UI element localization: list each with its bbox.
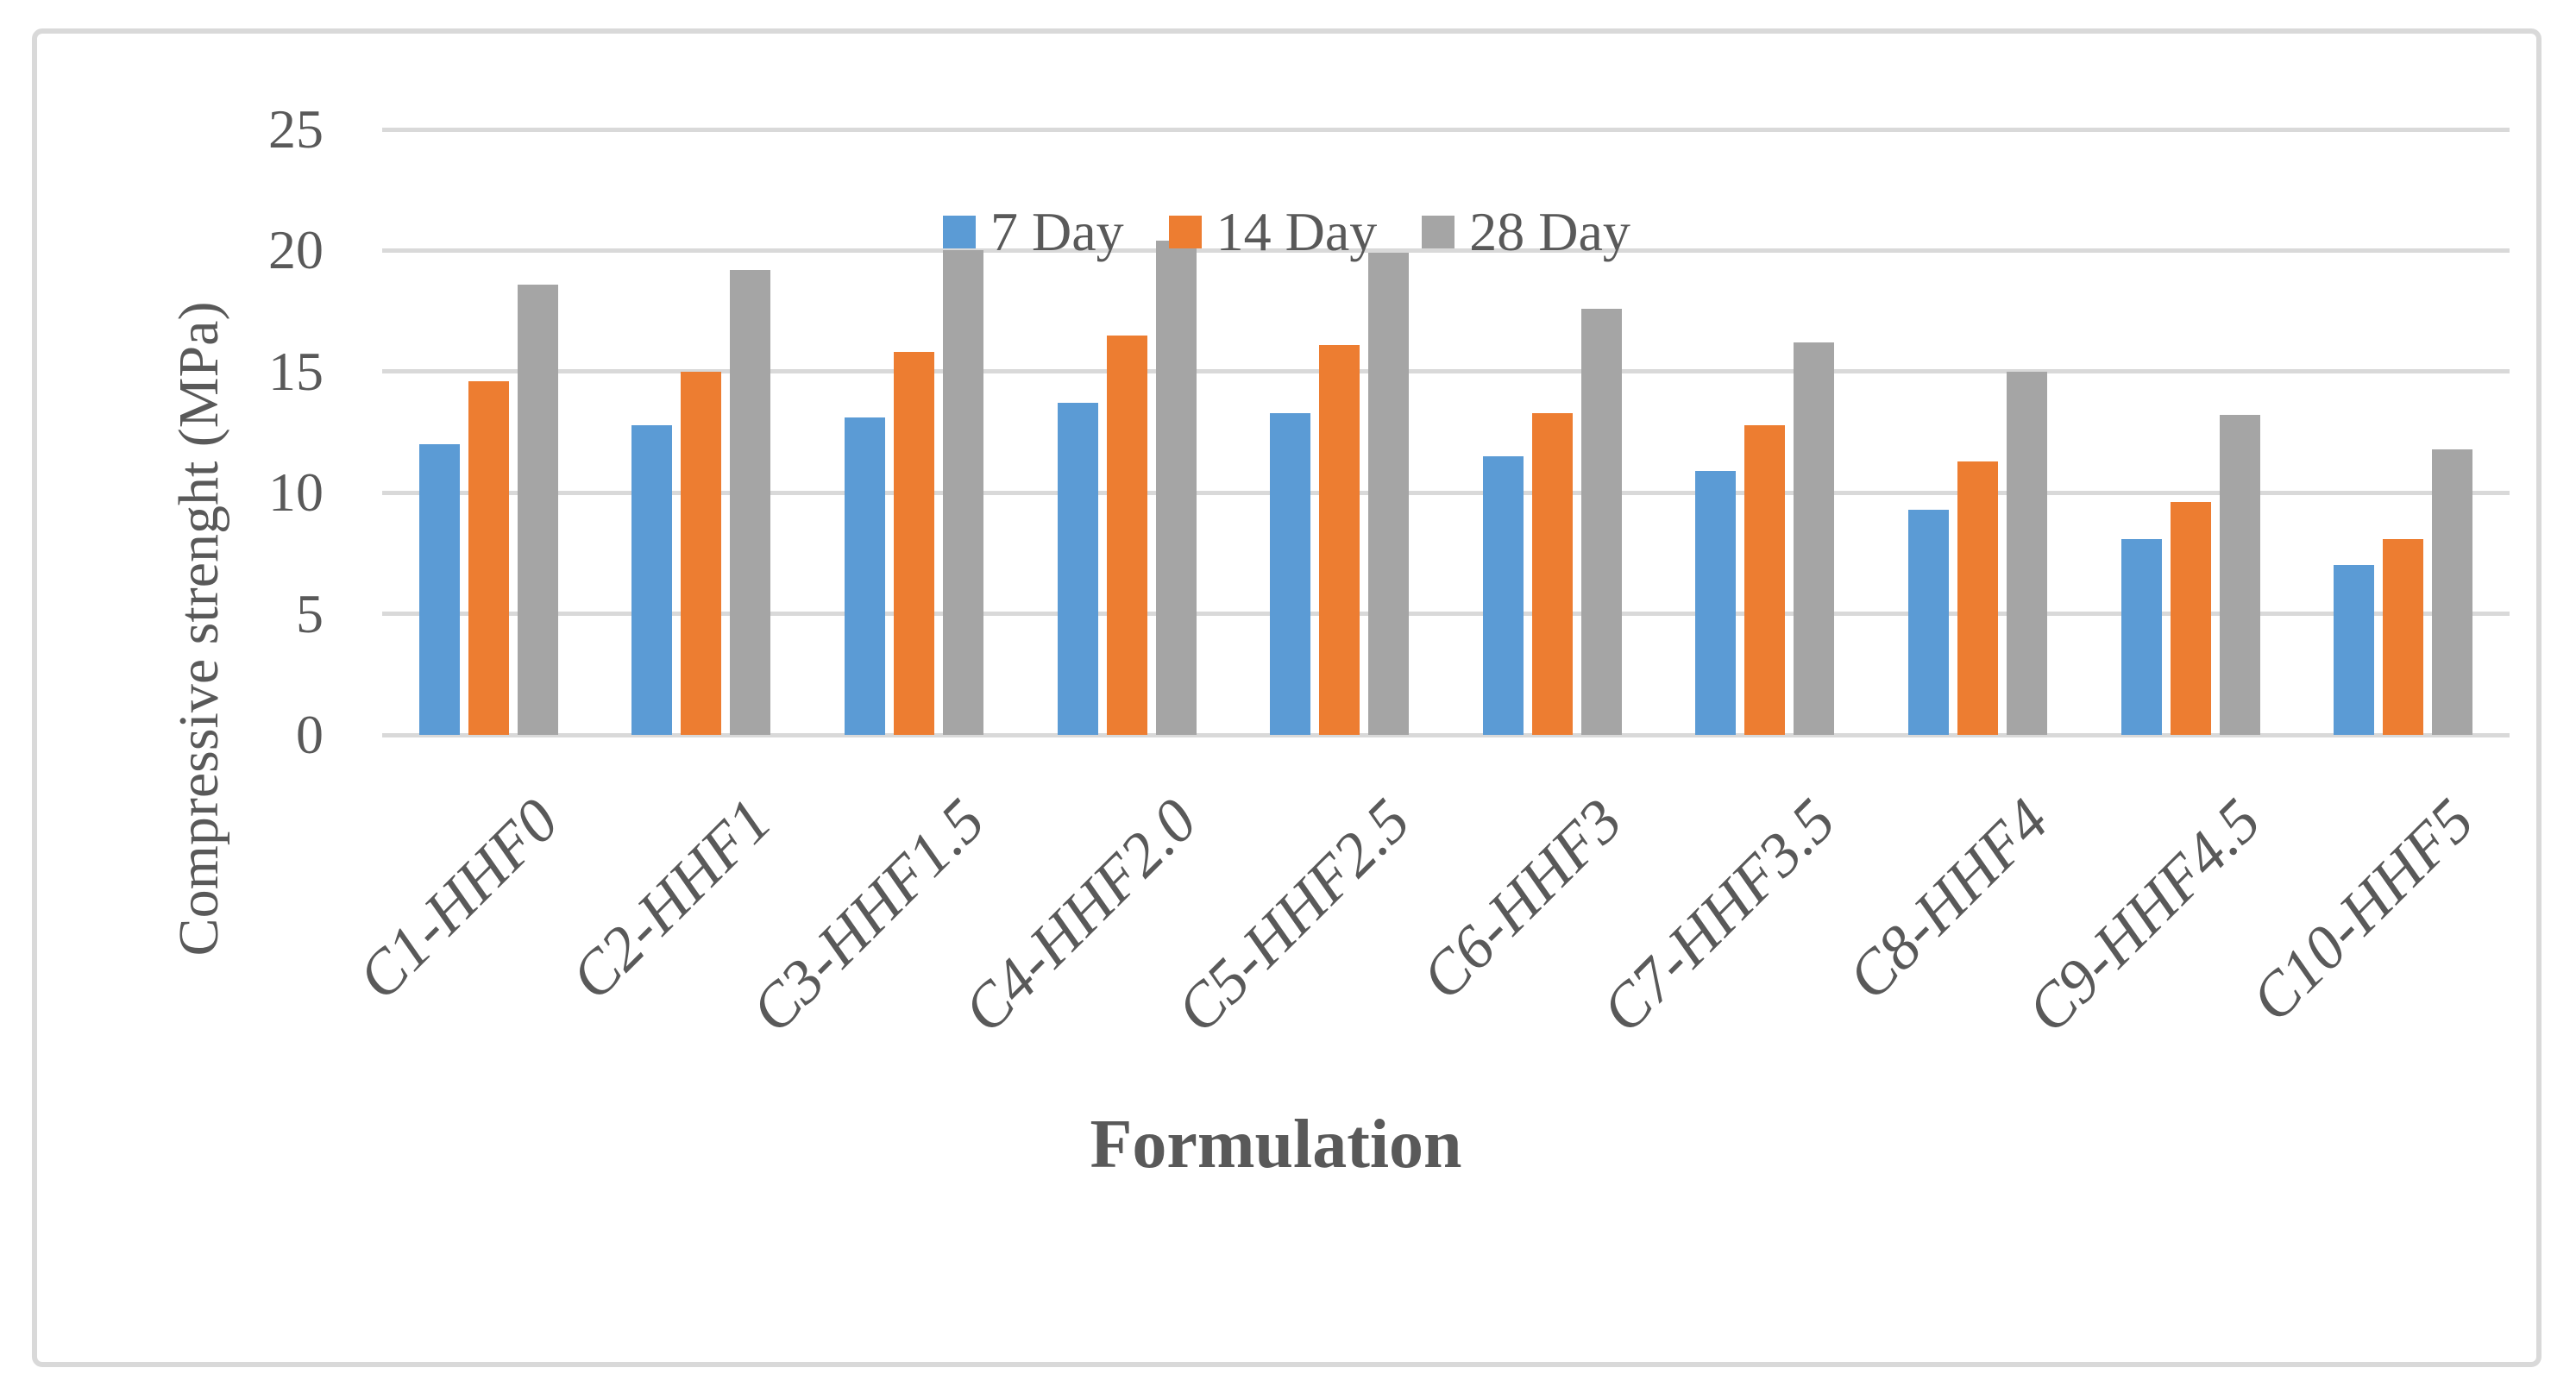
bar-7-day-c1-hhf0: [418, 444, 460, 735]
y-tick-label-15: 15: [268, 340, 324, 402]
chart-frame: Compressive strenght (MPa) Formulation 7…: [32, 28, 2541, 1367]
legend-item-7-day: 7 Day: [943, 204, 1124, 260]
bar-28-day-c9-hhf4-5: [2219, 415, 2260, 735]
legend-swatch-14-day: [1168, 216, 1202, 248]
bar-14-day-c1-hhf0: [468, 381, 509, 735]
gridline-25: [382, 127, 2510, 132]
bar-7-day-c6-hhf3: [1482, 456, 1524, 735]
x-axis-title: Formulation: [1090, 1107, 1462, 1183]
bar-28-day-c2-hhf1: [730, 269, 771, 735]
bar-28-day-c1-hhf0: [517, 284, 558, 735]
x-tick-label-c6-hhf3: C6-HHF3: [1408, 785, 1636, 1013]
bar-7-day-c8-hhf4: [1908, 509, 1949, 735]
legend-item-28-day: 28 Day: [1422, 204, 1630, 260]
y-tick-label-0: 0: [296, 704, 324, 765]
legend-swatch-28-day: [1422, 216, 1455, 248]
y-tick-label-10: 10: [268, 461, 324, 524]
bar-28-day-c4-hhf2-0: [1155, 241, 1197, 735]
bar-7-day-c3-hhf1-5: [845, 417, 885, 735]
x-tick-label-c9-hhf4-5: C9-HHF4.5: [2014, 785, 2274, 1046]
bar-14-day-c2-hhf1: [681, 371, 722, 735]
bar-7-day-c10-hhf5: [2334, 565, 2375, 735]
legend-swatch-7-day: [943, 216, 976, 248]
bar-14-day-c6-hhf3: [1531, 412, 1573, 735]
gridline-5: [382, 612, 2510, 617]
bar-14-day-c9-hhf4-5: [2170, 502, 2211, 735]
bar-28-day-c6-hhf3: [1580, 308, 1622, 735]
bar-28-day-c10-hhf5: [2432, 449, 2473, 735]
x-tick-label-c3-hhf1-5: C3-HHF1.5: [737, 785, 997, 1046]
legend-label-28-day: 28 Day: [1469, 201, 1630, 262]
bar-14-day-c4-hhf2-0: [1106, 335, 1147, 735]
bar-7-day-c5-hhf2-5: [1270, 412, 1311, 735]
bar-14-day-c10-hhf5: [2383, 538, 2424, 735]
legend: 7 Day 14 Day 28 Day: [943, 204, 1630, 260]
bar-28-day-c5-hhf2-5: [1368, 253, 1410, 735]
bar-7-day-c4-hhf2-0: [1057, 403, 1098, 735]
bar-28-day-c3-hhf1-5: [943, 250, 983, 735]
x-tick-label-c5-hhf2-5: C5-HHF2.5: [1162, 785, 1423, 1046]
x-tick-label-c2-hhf1: C2-HHF1: [557, 785, 785, 1013]
bar-28-day-c8-hhf4: [2007, 371, 2047, 735]
gridline-10: [382, 490, 2510, 495]
x-tick-label-c7-hhf3-5: C7-HHF3.5: [1588, 785, 1849, 1046]
bar-14-day-c8-hhf4: [1957, 461, 1998, 735]
gridline-0: [382, 732, 2510, 737]
gridline-15: [382, 369, 2510, 374]
bar-28-day-c7-hhf3-5: [1794, 342, 1835, 735]
x-tick-label-c1-hhf0: C1-HHF0: [344, 785, 572, 1013]
bar-14-day-c3-hhf1-5: [894, 352, 934, 735]
bar-7-day-c2-hhf1: [631, 424, 673, 735]
y-tick-label-20: 20: [268, 219, 324, 281]
bar-7-day-c7-hhf3-5: [1695, 470, 1737, 735]
y-tick-label-25: 25: [268, 98, 324, 160]
x-tick-label-c10-hhf5: C10-HHF5: [2237, 785, 2487, 1035]
legend-label-14-day: 14 Day: [1216, 201, 1378, 262]
gridline-20: [382, 248, 2510, 253]
x-tick-label-c8-hhf4: C8-HHF4: [1833, 785, 2061, 1013]
bar-7-day-c9-hhf4-5: [2120, 538, 2162, 735]
bar-14-day-c7-hhf3-5: [1744, 424, 1786, 735]
legend-item-14-day: 14 Day: [1168, 201, 1378, 262]
x-tick-label-c4-hhf2-0: C4-HHF2.0: [950, 785, 1210, 1046]
y-tick-label-5: 5: [296, 582, 324, 644]
bar-14-day-c5-hhf2-5: [1319, 344, 1360, 735]
legend-label-7-day: 7 Day: [990, 201, 1124, 262]
plot-area: [382, 127, 2510, 737]
